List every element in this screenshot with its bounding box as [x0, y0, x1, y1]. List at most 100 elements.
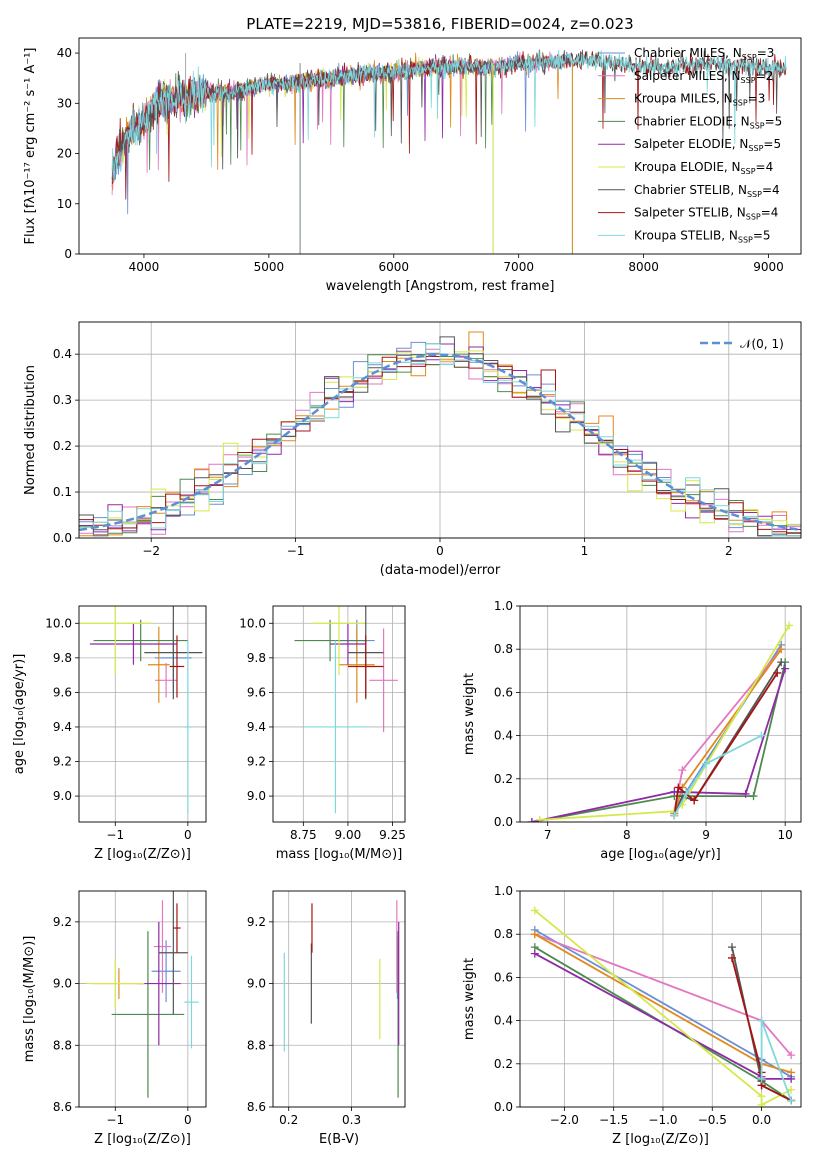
plus-marker — [530, 949, 539, 958]
plus-marker — [757, 731, 766, 740]
legend-label-count: =5 — [763, 137, 781, 151]
x-tick-label: 9 — [702, 828, 710, 842]
legend-label: Salpeter ELODIE, NSSP=5 — [634, 137, 781, 153]
error-point — [153, 900, 172, 993]
y-axis-label: mass [log₁₀(M/M⊙)] — [22, 936, 37, 1063]
y-tick-label: 0.0 — [494, 815, 513, 829]
x-axis-label: E(B-V) — [319, 1132, 359, 1147]
legend-label: 𝒩(0, 1) — [740, 337, 784, 351]
x-tick-label: 5000 — [254, 260, 285, 274]
panel-spectrum: 4000 5000 6000 7000 8000 9000 0 10 20 30 40 wavelen… — [23, 37, 802, 294]
legend-label: Kroupa ELODIE, NSSP=4 — [634, 160, 773, 176]
axes: −2 −1 0 1 2 0.0 0.1 0.2 0.3 0.4 (data-model)/error… — [23, 321, 802, 578]
plus-marker — [777, 645, 786, 654]
plot-area — [111, 49, 787, 254]
panel-residuals: −2 −1 0 1 2 0.0 0.1 0.2 0.3 0.4 (data-model)/error… — [23, 321, 802, 578]
x-axis-label: wavelength [Angstrom, rest frame] — [326, 279, 555, 294]
plus-marker — [777, 658, 786, 667]
axes: 4000 5000 6000 7000 8000 9000 0 10 20 30 40 wavelen… — [23, 37, 802, 294]
plot-area — [294, 606, 398, 814]
error-point — [339, 626, 375, 703]
plus-marker — [757, 1100, 766, 1107]
plot-area — [527, 621, 794, 822]
y-axis-label: Flux [fλ10⁻¹⁷ erg cm⁻² s⁻¹ A⁻¹] — [23, 48, 38, 245]
plus-marker — [535, 815, 544, 822]
legend-label-count: =4 — [761, 206, 779, 220]
legend-label-text: Chabrier MILES, N — [634, 46, 742, 60]
y-tick-label: 0.1 — [53, 485, 72, 499]
legend-label-text: Kroupa STELIB, N — [634, 228, 738, 242]
x-tick-label: 9.25 — [379, 828, 406, 842]
legend: Chabrier MILES, N SSP =3 Salpeter MILES, N S… — [598, 46, 782, 244]
legend-label-text: Salpeter STELIB, N — [634, 206, 746, 220]
y-tick-label: 9.4 — [247, 720, 266, 734]
y-tick-label: 0.4 — [494, 729, 513, 743]
plus-marker — [527, 818, 536, 822]
axes-frame — [78, 605, 207, 823]
y-tick-label: 9.8 — [247, 651, 266, 665]
plot-area — [86, 891, 199, 1098]
error-point — [93, 619, 188, 662]
x-tick-label: −0.5 — [698, 1113, 727, 1127]
plus-marker — [727, 953, 736, 962]
x-tick-label: −2 — [142, 544, 160, 558]
x-tick-label: 9.00 — [335, 828, 362, 842]
legend-label-count: =3 — [748, 92, 766, 106]
error-point — [312, 606, 366, 676]
error-point — [169, 635, 185, 698]
y-tick-label: 0.8 — [494, 927, 513, 941]
y-axis-label: Normed distribution — [23, 365, 38, 495]
x-tick-label: −1 — [106, 828, 124, 842]
x-tick-label: 7 — [544, 828, 552, 842]
y-tick-label: 10 — [57, 197, 72, 211]
plus-marker — [757, 1092, 766, 1101]
y-tick-label: 0 — [64, 247, 72, 261]
x-tick-label: −2.0 — [550, 1113, 579, 1127]
y-tick-label: 9.2 — [247, 915, 266, 929]
axes-frame — [78, 890, 207, 1108]
weight-line — [531, 668, 787, 822]
x-tick-label: 6000 — [379, 260, 410, 274]
axes: −1 0 9.0 9.2 9.4 9.6 9.8 10.0 Z [log₁₀(Z/Z⊙)] age… — [12, 605, 207, 862]
legend-label-text: Chabrier ELODIE, N — [634, 114, 750, 128]
y-tick-label: 0.2 — [494, 772, 513, 786]
axes-frame — [519, 890, 802, 1108]
weight-line — [673, 734, 762, 816]
error-point — [184, 640, 192, 814]
legend-label-text: Salpeter MILES, N — [634, 69, 741, 83]
legend-label-count: =3 — [757, 46, 775, 60]
y-tick-label: 9.2 — [53, 915, 72, 929]
x-tick-label: 0.2 — [279, 1113, 298, 1127]
plus-marker — [757, 1016, 766, 1025]
x-axis-label: Z [log₁₀(Z/Z⊙)] — [94, 1132, 191, 1147]
figure-title: PLATE=2219, MJD=53816, FIBERID=0024, z=0… — [246, 15, 633, 33]
x-axis-label: Z [log₁₀(Z/Z⊙)] — [612, 1132, 709, 1147]
plus-marker — [670, 811, 679, 820]
y-tick-label: 20 — [57, 147, 72, 161]
x-tick-label: 8 — [623, 828, 631, 842]
axes-frame — [272, 605, 406, 823]
axes: 0.2 0.3 8.6 8.8 9.0 9.2 E(B-V) — [247, 890, 406, 1147]
axes: −2.0 −1.5 −1.0 −0.5 0.0 0.0 0.2 0.4 0.6 0.8 1.0 Z [… — [462, 884, 802, 1147]
legend-label-text: Chabrier STELIB, N — [634, 183, 747, 197]
legend-label-sub: SSP — [738, 235, 753, 244]
error-point — [89, 623, 177, 665]
plus-marker — [787, 1051, 796, 1060]
y-axis-label: mass weight — [462, 958, 477, 1040]
error-point — [173, 903, 181, 953]
x-tick-label: 0 — [184, 1113, 192, 1127]
x-tick-label: 0 — [436, 544, 444, 558]
weight-line — [539, 624, 790, 821]
axes-frame — [272, 890, 406, 1108]
x-tick-label: −1 — [106, 1113, 124, 1127]
legend-label: Chabrier STELIB, NSSP=4 — [634, 183, 780, 199]
x-tick-label: −1.5 — [599, 1113, 628, 1127]
x-tick-label: 0.0 — [752, 1113, 771, 1127]
x-tick-label: 2 — [725, 544, 733, 558]
panel-weight-vs-Z: −2.0 −1.5 −1.0 −0.5 0.0 0.0 0.2 0.4 0.6 0.8 1.0 Z [… — [462, 884, 802, 1147]
x-tick-label: −1 — [287, 544, 305, 558]
legend-label-count: =4 — [756, 160, 774, 174]
plus-marker — [702, 759, 711, 768]
plus-marker — [741, 789, 750, 798]
